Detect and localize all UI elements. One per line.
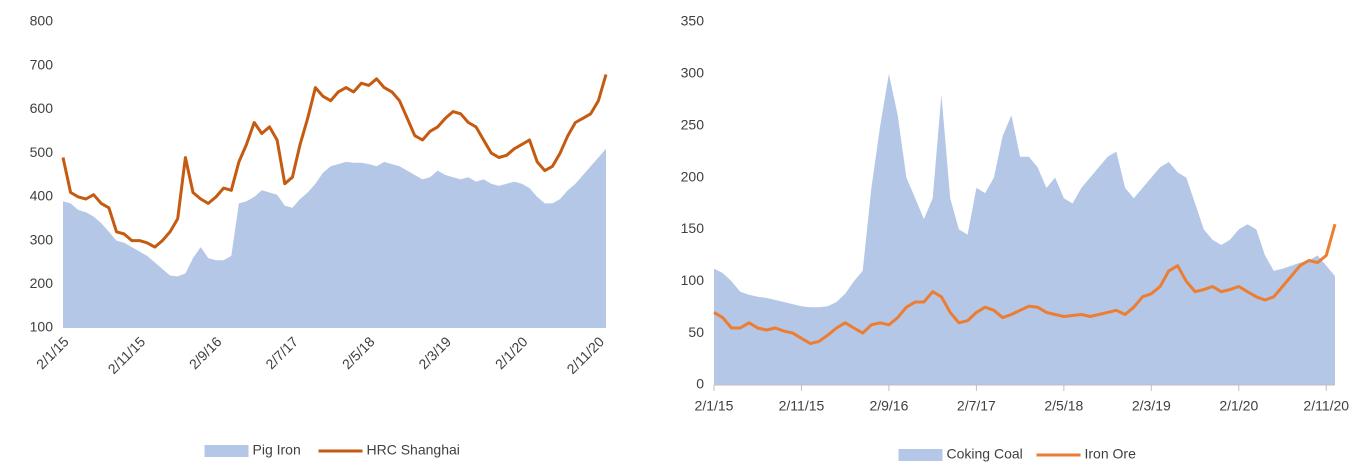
y-tick-label: 400	[30, 188, 54, 204]
x-tick-label: 2/1/15	[33, 333, 72, 372]
y-tick-label: 800	[30, 13, 54, 29]
x-tick-label: 2/11/20	[1303, 398, 1349, 414]
x-tick-label: 2/1/20	[492, 333, 531, 372]
line	[713, 223, 1337, 345]
legend-label: Iron Ore	[1085, 446, 1137, 462]
line	[61, 74, 608, 249]
y-tick-label: 350	[681, 13, 705, 29]
y-tick-label: 300	[30, 231, 54, 247]
y-tick-label: 150	[681, 220, 705, 236]
y-tick-label: 100	[30, 319, 54, 335]
legend-swatch	[204, 445, 249, 457]
legend-label: HRC Shanghai	[367, 442, 460, 458]
x-tick-label: 2/9/16	[186, 333, 225, 372]
y-tick-label: 600	[30, 100, 54, 116]
legend-label: Pig Iron	[253, 442, 301, 458]
y-tick-label: 250	[681, 116, 705, 132]
y-tick-label: 200	[30, 275, 54, 291]
y-tick-label: 0	[696, 376, 704, 392]
y-tick-label: 200	[681, 168, 705, 184]
x-tick-label: 2/3/19	[1132, 398, 1171, 414]
x-tick-label: 2/11/20	[563, 333, 607, 377]
area	[714, 73, 1335, 386]
legend-label: Coking Coal	[947, 446, 1023, 462]
y-tick-label: 500	[30, 144, 54, 160]
area	[63, 148, 606, 328]
y-tick-label: 300	[681, 65, 705, 81]
legend-swatch	[898, 449, 943, 461]
x-tick-label: 2/1/20	[1219, 398, 1258, 414]
x-tick-label: 2/5/18	[339, 333, 378, 372]
x-tick-label: 2/5/18	[1044, 398, 1083, 414]
x-tick-label: 2/7/17	[957, 398, 996, 414]
x-tick-label: 2/7/17	[262, 333, 301, 372]
x-tick-label: 2/1/15	[695, 398, 734, 414]
y-tick-label: 50	[688, 324, 704, 340]
x-tick-label: 2/11/15	[779, 398, 825, 414]
x-tick-label: 2/9/16	[869, 398, 908, 414]
x-tick-label: 2/3/19	[415, 333, 454, 372]
y-tick-label: 700	[30, 56, 54, 72]
y-tick-label: 100	[681, 272, 705, 288]
x-tick-label: 2/11/15	[105, 333, 149, 377]
